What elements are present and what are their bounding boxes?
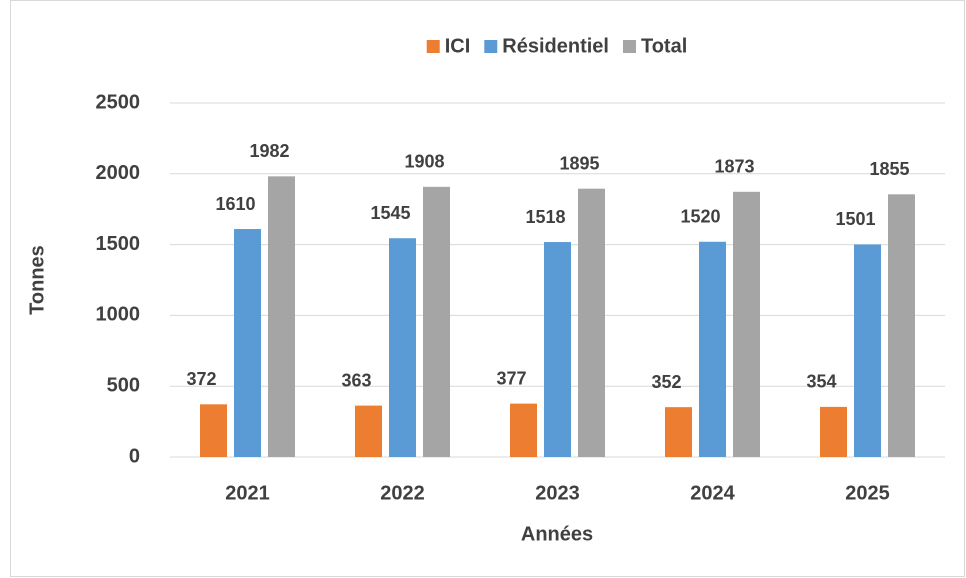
bar [355, 405, 382, 457]
y-tick-label: 2500 [96, 91, 141, 113]
x-tick-label: 2024 [690, 482, 735, 504]
y-tick-label: 0 [129, 445, 140, 467]
x-tick-label: 2023 [535, 482, 580, 504]
legend-swatch [484, 40, 498, 53]
bar [268, 176, 295, 457]
data-label: 1520 [680, 207, 720, 227]
legend-label: ICI [445, 35, 471, 57]
x-tick-label: 2021 [225, 482, 270, 504]
data-label: 1610 [215, 194, 255, 214]
data-label: 354 [806, 372, 836, 392]
data-label: 372 [186, 369, 216, 389]
bar [733, 191, 760, 457]
data-label: 352 [651, 372, 681, 392]
y-tick-label: 2000 [96, 162, 141, 184]
bar [389, 238, 416, 457]
y-tick-label: 1500 [96, 233, 141, 255]
bar [544, 242, 571, 457]
bar [200, 404, 227, 457]
data-label: 1545 [370, 203, 410, 223]
y-tick-label: 1000 [96, 304, 141, 326]
data-label: 1855 [869, 159, 909, 179]
data-label: 1908 [404, 152, 444, 172]
legend-swatch [426, 40, 440, 53]
bar [665, 407, 692, 457]
bar [699, 241, 726, 457]
y-tick-label: 500 [107, 374, 140, 396]
data-label: 363 [341, 370, 371, 390]
bar [578, 188, 605, 457]
bar [510, 403, 537, 457]
data-label: 1982 [249, 141, 289, 161]
bar [888, 194, 915, 457]
legend-swatch [622, 40, 636, 53]
data-label: 377 [496, 368, 526, 388]
chart-border [10, 0, 965, 577]
bar [854, 244, 881, 457]
bar [423, 186, 450, 457]
data-label: 1895 [559, 153, 599, 173]
x-axis-label: Années [521, 523, 593, 545]
y-axis-label: Tonnes [26, 245, 48, 315]
data-label: 1873 [714, 157, 754, 177]
bar [234, 229, 261, 457]
data-label: 1501 [835, 209, 875, 229]
legend-label: Résidentiel [502, 35, 609, 57]
x-tick-label: 2025 [845, 482, 890, 504]
legend-label: Total [641, 35, 687, 57]
x-tick-label: 2022 [380, 482, 425, 504]
data-label: 1518 [525, 207, 565, 227]
bar [820, 406, 847, 457]
